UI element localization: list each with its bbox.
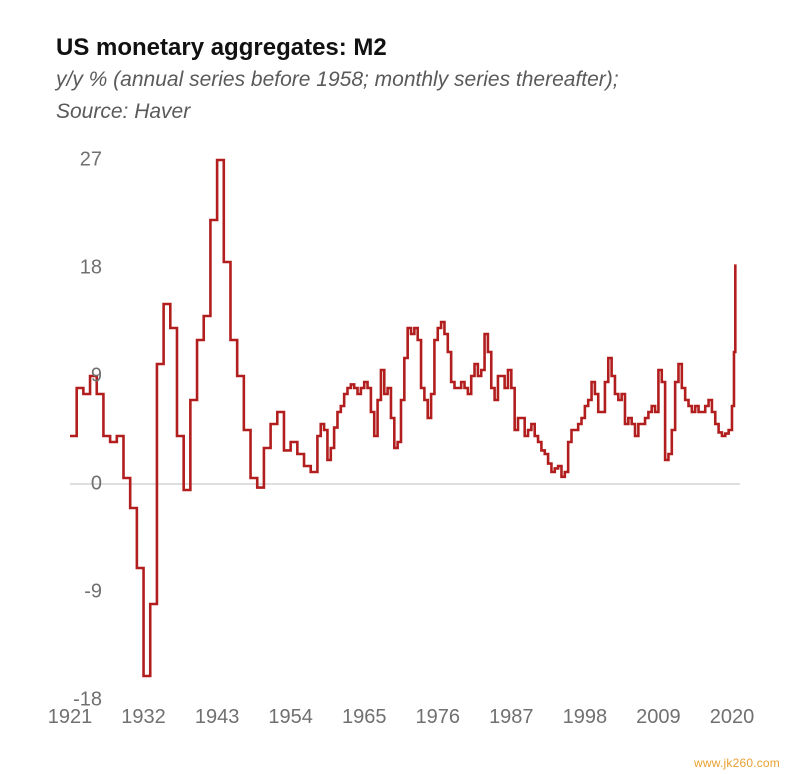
y-tick-label: 18: [42, 257, 102, 280]
line-chart-svg: [70, 160, 740, 700]
x-tick-label: 1954: [261, 706, 321, 729]
chart-titles: US monetary aggregates: M2 y/y % (annual…: [56, 34, 756, 127]
chart-subtitle-line1: y/y % (annual series before 1958; monthl…: [56, 66, 756, 94]
chart-title: US monetary aggregates: M2: [56, 34, 756, 62]
m2-series-line: [70, 160, 735, 676]
plot-area: [70, 160, 740, 700]
x-tick-label: 1976: [408, 706, 468, 729]
x-tick-label: 1943: [187, 706, 247, 729]
x-tick-label: 1987: [481, 706, 541, 729]
x-tick-label: 1998: [555, 706, 615, 729]
chart-subtitle-line2: Source: Haver: [56, 98, 756, 126]
x-tick-label: 1921: [40, 706, 100, 729]
x-tick-label: 2009: [628, 706, 688, 729]
y-tick-label: 9: [42, 365, 102, 388]
x-tick-label: 1965: [334, 706, 394, 729]
y-tick-label: 0: [42, 473, 102, 496]
y-tick-label: -9: [42, 581, 102, 604]
y-tick-label: 27: [42, 149, 102, 172]
x-tick-label: 1932: [114, 706, 174, 729]
chart-figure: US monetary aggregates: M2 y/y % (annual…: [0, 0, 786, 774]
watermark-text: www.jk260.com: [694, 756, 780, 770]
x-tick-label: 2020: [702, 706, 762, 729]
